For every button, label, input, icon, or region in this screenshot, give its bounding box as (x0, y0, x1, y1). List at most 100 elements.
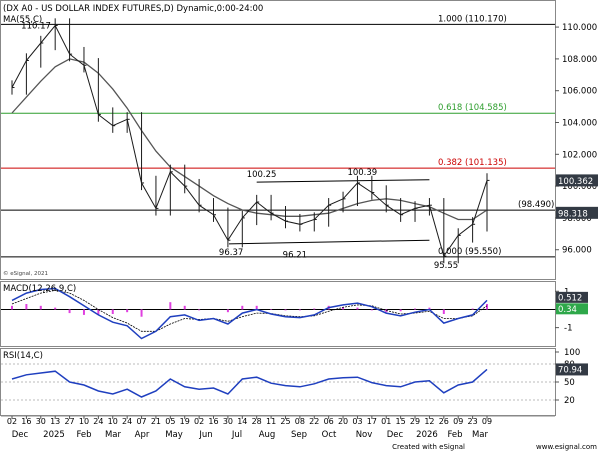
macd-line (11, 287, 488, 340)
x-tick-label: 28 (252, 417, 262, 426)
x-tick-label: 10 (79, 417, 89, 426)
x-tick-label: 15 (396, 417, 406, 426)
price-annotation: 110.17 (21, 21, 51, 31)
price-y-tick-label: 102.000 (562, 150, 597, 160)
rsi-line (11, 368, 488, 398)
x-tick-label: 08 (295, 417, 305, 426)
x-tick-label: 16 (208, 417, 218, 426)
footer-left: Created with eSignal (392, 443, 465, 451)
x-tick-label: 24 (122, 417, 132, 426)
macd-tag-label: 0.34 (558, 305, 577, 315)
x-tick-label: 23 (468, 417, 478, 426)
x-tick-label: 12 (424, 417, 434, 426)
x-tick-label: 25 (280, 417, 290, 426)
x-axis: 02 16 30 13 27 10 24 10 24 07 21 05 19 02 16 30 14 28 11 25… (1, 415, 555, 440)
rsi-tag-box (556, 363, 588, 376)
x-month-label: Dec (387, 430, 404, 440)
price-y-tick-label: 98.000 (562, 214, 592, 224)
price-annotation: 96.21 (283, 250, 307, 260)
x-tick-label: 27 (64, 417, 74, 426)
x-tick-label: 20 (338, 417, 348, 426)
fib-level-label: 0.618 (104.585) (438, 103, 507, 113)
macd-y-tick-label: -1 (564, 324, 572, 334)
x-tick-label: 13 (50, 417, 60, 426)
channel-line (256, 179, 430, 183)
footer-right: www.esignal.com (536, 443, 597, 451)
fib-level-label: 0.382 (101.135) (438, 158, 507, 168)
x-tick-label: 16 (21, 417, 31, 426)
price-y-tick-label: 106.000 (562, 87, 597, 97)
x-month-label: Oct (322, 430, 337, 440)
x-month-label: Aug (259, 430, 276, 440)
x-tick-label: 02 (194, 417, 204, 426)
price-plot: 96.000 98.000 100.000 102.000 104.000 106.000… (1, 14, 598, 271)
rsi-y-tick-label: 100 (564, 348, 580, 358)
price-y-tick-label: 96.000 (562, 246, 592, 256)
x-tick-label: 09 (482, 417, 492, 426)
fib-level-label: 1.000 (110.170) (438, 14, 507, 24)
price-y-tick-label: 110.000 (562, 23, 597, 33)
x-tick-label: 02 (7, 417, 17, 426)
x-month-label: Jul (231, 430, 242, 440)
x-month-label: Apr (135, 430, 150, 440)
price-tag-label: 100.362 (558, 177, 593, 187)
x-month-label: Jun (198, 430, 212, 440)
price-tag-box (556, 174, 598, 187)
x-tick-label: 14 (237, 417, 247, 426)
x-tick-label: 19 (180, 417, 190, 426)
price-tag-label: 98.318 (558, 209, 588, 219)
macd-tag-box (556, 291, 588, 303)
rsi-plot: 10080502070.94 (1, 348, 588, 406)
price-annotation: 100.39 (347, 168, 377, 178)
price-annotation: 100.25 (247, 170, 277, 180)
x-tick-label: 10 (108, 417, 118, 426)
price-annotation: 95.55 (434, 261, 458, 271)
macd-panel (0, 281, 556, 347)
price-tag-box (556, 206, 598, 219)
x-tick-label: 26 (439, 417, 449, 426)
x-tick-label: 30 (36, 417, 46, 426)
x-tick-label: 06 (324, 417, 334, 426)
price-y-tick-label: 100.000 (562, 182, 597, 192)
price-line (11, 24, 488, 258)
x-month-label: Mar (105, 430, 122, 440)
x-month-label: 2025 (43, 430, 65, 440)
ma-line (11, 58, 488, 221)
rsi-title: RSI(14,C) (3, 351, 43, 361)
price-y-tick-label: 104.000 (562, 119, 597, 129)
x-month-label: Sep (291, 430, 307, 440)
macd-title: MACD(12,26,9,C) (3, 284, 76, 294)
rsi-y-tick-label: 50 (564, 378, 575, 388)
x-tick-label: 24 (93, 417, 103, 426)
x-month-label: Mar (472, 430, 489, 440)
ma-label: MA(55,C) (3, 15, 42, 25)
x-tick-label: 01 (381, 417, 391, 426)
rsi-y-tick-label: 20 (564, 396, 575, 406)
channel-line (228, 239, 430, 245)
x-tick-label: 05 (165, 417, 175, 426)
x-tick-label: 11 (266, 417, 276, 426)
x-tick-label: 17 (367, 417, 377, 426)
x-tick-label: 21 (151, 417, 161, 426)
rsi-tag-label: 70.94 (558, 365, 582, 375)
x-month-label: May (165, 430, 183, 440)
copyright-label: © eSignal, 2021 (3, 270, 48, 277)
x-tick-label: 22 (309, 417, 319, 426)
x-tick-label: 07 (136, 417, 146, 426)
x-tick-label: 29 (410, 417, 420, 426)
macd-tag-box (556, 303, 588, 315)
price-y-tick-label: 108.000 (562, 55, 597, 65)
x-month-label: Dec (12, 430, 29, 440)
x-tick-label: 30 (223, 417, 233, 426)
x-month-label: Feb (447, 430, 462, 440)
price-annotation: 96.37 (219, 248, 243, 258)
chart-title: (DX A0 - US DOLLAR INDEX FUTURES,D) Dyna… (3, 4, 263, 14)
x-tick-label: 03 (352, 417, 362, 426)
macd-tag-label: 0.512 (558, 293, 582, 303)
x-month-label: 2026 (416, 430, 438, 440)
price-panel (0, 0, 556, 280)
fib-level-label: 0.000 (95.550) (438, 247, 501, 257)
x-month-label: Feb (76, 430, 91, 440)
